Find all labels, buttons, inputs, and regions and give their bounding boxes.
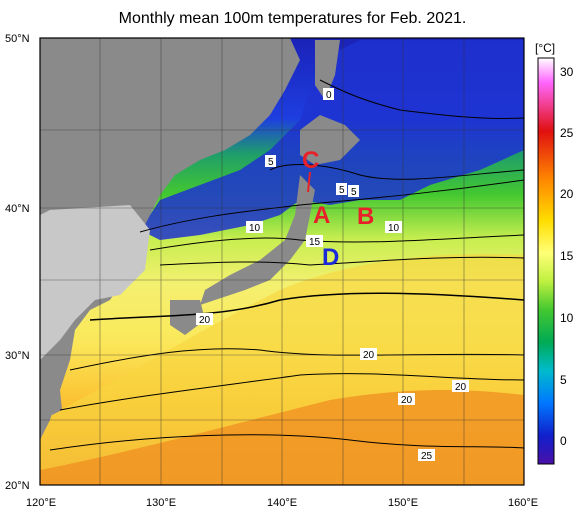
marker-a: A bbox=[313, 202, 330, 229]
contour-label-5a: 5 bbox=[268, 157, 274, 168]
contour-label-0: 0 bbox=[326, 90, 332, 101]
map-frame bbox=[39, 37, 525, 486]
colorbar-tick-5: 5 bbox=[560, 373, 567, 387]
land-asia bbox=[40, 38, 300, 440]
colorbar-tick-30: 30 bbox=[560, 65, 574, 79]
colorbar-tick-15: 15 bbox=[560, 249, 574, 263]
land-honshu bbox=[200, 175, 315, 305]
colorbar-unit: [°C] bbox=[535, 41, 555, 55]
contour-label-25: 25 bbox=[421, 451, 433, 462]
graticule bbox=[40, 38, 524, 485]
contour-label-15: 15 bbox=[309, 237, 321, 248]
contour-label-5b: 5 bbox=[339, 185, 345, 196]
land-sakhalin bbox=[315, 40, 340, 100]
marker-d: D bbox=[322, 244, 339, 271]
lon-label-130: 130°E bbox=[146, 497, 176, 509]
contour-label-5c: 5 bbox=[351, 187, 357, 198]
land-korea-china bbox=[40, 205, 150, 360]
land-kyushu bbox=[170, 300, 205, 335]
contour-label-20b: 20 bbox=[363, 350, 375, 361]
lat-label-50: 50°N bbox=[5, 33, 30, 45]
lat-label-40: 40°N bbox=[5, 203, 30, 215]
map-title: Monthly mean 100m temperatures for Feb. … bbox=[118, 10, 467, 27]
lon-label-140: 140°E bbox=[267, 497, 297, 509]
colorbar-scale bbox=[537, 57, 555, 465]
contour-label-20c: 20 bbox=[455, 382, 467, 393]
contour-label-20a: 20 bbox=[199, 315, 211, 326]
marker-c: C bbox=[302, 147, 319, 174]
land-taiwan bbox=[50, 390, 62, 415]
lat-label-20: 20°N bbox=[5, 480, 30, 492]
contour-lines bbox=[49, 79, 524, 451]
colorbar: [°C] 30 25 20 15 10 5 0 bbox=[535, 41, 574, 465]
contour-label-group: 0 5 5 5 10 10 15 20 20 20 20 25 bbox=[196, 88, 469, 462]
colorbar-tick-20: 20 bbox=[560, 187, 574, 201]
lon-label-150: 150°E bbox=[388, 497, 418, 509]
contour-label-10a: 10 bbox=[249, 223, 261, 234]
contour-label-10b: 10 bbox=[388, 223, 400, 234]
colorbar-tick-0: 0 bbox=[560, 434, 567, 448]
colorbar-tick-10: 10 bbox=[560, 311, 574, 325]
land-hokkaido bbox=[300, 115, 360, 165]
contour-label-20d: 20 bbox=[401, 395, 413, 406]
marker-b: B bbox=[357, 203, 374, 230]
map-area bbox=[40, 38, 524, 485]
lon-label-120: 120°E bbox=[26, 497, 56, 509]
lat-label-30: 30°N bbox=[5, 350, 30, 362]
colorbar-tick-25: 25 bbox=[560, 126, 574, 140]
marker-c-pointer bbox=[307, 171, 311, 193]
lon-label-160: 160°E bbox=[508, 497, 538, 509]
